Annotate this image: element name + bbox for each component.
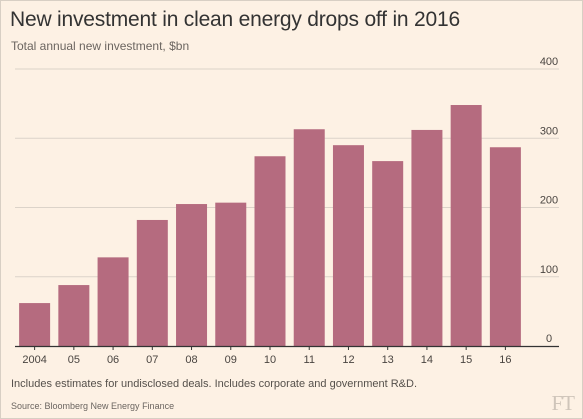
- x-tick-label: 08: [185, 354, 197, 366]
- x-tick-label: 16: [499, 354, 511, 366]
- chart-footnote: Includes estimates for undisclosed deals…: [11, 378, 417, 390]
- x-tick-label: 13: [382, 354, 394, 366]
- x-tick-label: 2004: [22, 354, 46, 366]
- x-tick-label: 12: [342, 354, 354, 366]
- bar: [254, 156, 286, 346]
- chart-source: Source: Bloomberg New Energy Finance: [11, 401, 175, 411]
- x-tick-label: 09: [225, 354, 237, 366]
- bar: [411, 129, 443, 346]
- bar: [293, 129, 325, 346]
- y-tick-label: 0: [546, 333, 552, 345]
- x-tick-label: 15: [460, 354, 472, 366]
- x-tick-label: 07: [146, 354, 158, 366]
- bar: [19, 303, 51, 346]
- bar: [97, 257, 129, 346]
- x-tick-label: 10: [264, 354, 276, 366]
- x-tick-label: 14: [421, 354, 433, 366]
- y-tick-label: 400: [540, 56, 558, 68]
- y-tick-label: 100: [540, 264, 558, 276]
- bar: [372, 161, 404, 346]
- bar: [450, 105, 482, 346]
- bar: [489, 147, 521, 346]
- bar: [58, 285, 90, 346]
- chart-title: New investment in clean energy drops off…: [10, 8, 460, 31]
- y-tick-label: 200: [540, 195, 558, 207]
- chart-subtitle: Total annual new investment, $bn: [11, 39, 190, 53]
- bar: [176, 204, 208, 346]
- x-tick-label: 06: [107, 354, 119, 366]
- x-tick-label: 05: [68, 354, 80, 366]
- ft-logo: FT: [551, 391, 574, 415]
- bar: [332, 145, 364, 346]
- y-tick-label: 300: [540, 125, 558, 137]
- bar: [136, 219, 168, 346]
- x-tick-label: 11: [304, 354, 315, 366]
- bar: [215, 202, 247, 346]
